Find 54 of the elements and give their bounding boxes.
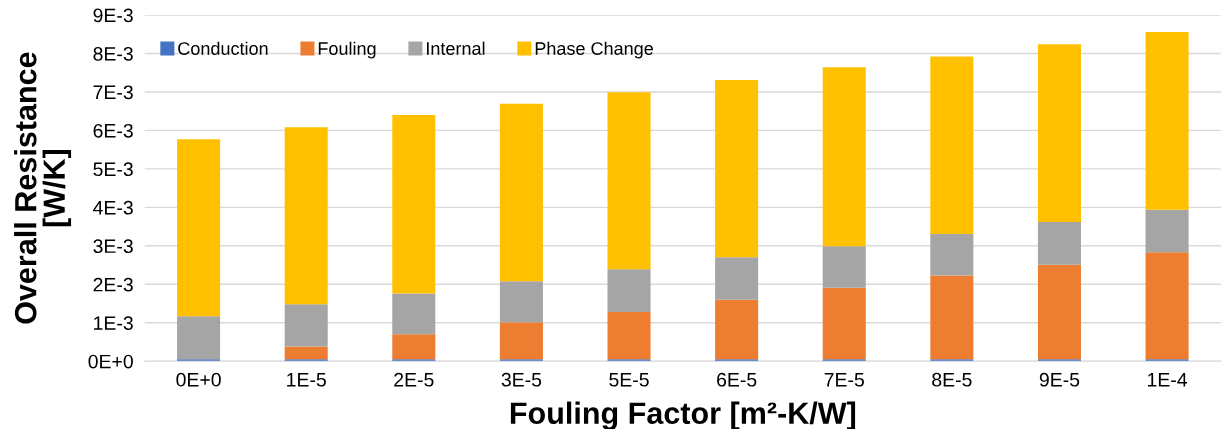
y-tick-label: 5E-3 bbox=[93, 162, 133, 177]
y-tick-label: 9E-3 bbox=[93, 8, 133, 23]
bar bbox=[1145, 252, 1189, 360]
y-tick-label: 7E-3 bbox=[93, 85, 133, 100]
bar bbox=[1037, 44, 1081, 222]
bar bbox=[499, 322, 543, 360]
bar bbox=[607, 269, 651, 312]
y-tick-label: 0E+0 bbox=[88, 354, 133, 369]
bar bbox=[715, 299, 759, 360]
y-tick-label: 8E-3 bbox=[93, 46, 133, 61]
x-tick-label: 6E-5 bbox=[717, 372, 757, 387]
legend-label: Internal bbox=[427, 41, 485, 55]
x-tick-label: 0E+0 bbox=[176, 372, 221, 387]
x-tick-label: 3E-5 bbox=[501, 372, 542, 387]
bar bbox=[499, 103, 543, 282]
legend-label: Fouling bbox=[318, 41, 376, 59]
bar bbox=[607, 311, 651, 360]
x-tick-label: 1E-5 bbox=[287, 373, 326, 387]
y-tick-label: 6E-3 bbox=[93, 123, 133, 138]
legend-label: Phase Change bbox=[535, 41, 653, 59]
bar bbox=[284, 304, 328, 347]
bar bbox=[1037, 221, 1081, 265]
bar bbox=[284, 346, 328, 360]
bar bbox=[715, 80, 759, 258]
bar bbox=[822, 246, 866, 288]
bar bbox=[499, 281, 543, 323]
bar bbox=[392, 115, 436, 294]
bar bbox=[930, 233, 974, 276]
x-tick-label: 8E-5 bbox=[932, 372, 972, 387]
y-tick-label: 1E-3 bbox=[94, 316, 133, 330]
legend-label: Conduction bbox=[178, 41, 268, 55]
y-tick-label: 3E-3 bbox=[93, 239, 133, 254]
x-tick-label: 1E-4 bbox=[1148, 373, 1188, 387]
bar bbox=[392, 293, 436, 335]
bar bbox=[930, 275, 974, 360]
bar bbox=[607, 92, 651, 270]
bar bbox=[284, 127, 328, 305]
bar bbox=[1037, 264, 1081, 360]
x-tick-label: 5E-5 bbox=[609, 373, 649, 387]
bar bbox=[177, 139, 221, 317]
x-tick-label: 7E-5 bbox=[824, 373, 864, 387]
bar bbox=[930, 56, 974, 234]
y-axis-title: Overall Resistance [W/K] bbox=[14, 52, 72, 324]
bar bbox=[392, 334, 436, 360]
x-tick-label: 9E-5 bbox=[1039, 372, 1080, 387]
y-tick-label: 4E-3 bbox=[93, 200, 133, 215]
x-tick-label: 2E-5 bbox=[394, 372, 434, 387]
bar bbox=[822, 67, 866, 247]
bar bbox=[1145, 31, 1189, 210]
y-tick-label: 2E-3 bbox=[93, 277, 133, 292]
bar bbox=[715, 257, 759, 300]
bar bbox=[1145, 209, 1189, 253]
bar bbox=[177, 316, 221, 360]
bar bbox=[822, 287, 866, 360]
